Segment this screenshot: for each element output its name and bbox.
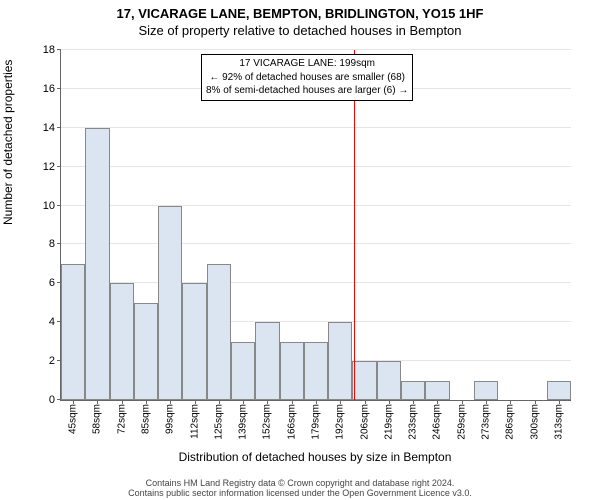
plot-area: 02468101214161845sqm58sqm72sqm85sqm99sqm… [60,50,571,401]
histogram-bar [304,342,328,400]
histogram-bar [377,361,401,400]
title-address: 17, VICARAGE LANE, BEMPTON, BRIDLINGTON,… [0,0,600,21]
histogram-bar [61,264,85,400]
histogram-bar [255,322,279,400]
histogram-bar [474,381,498,400]
histogram-bar [425,381,449,400]
xtick-label: 246sqm [432,400,443,440]
histogram-bar [182,283,206,400]
annotation-line3: 8% of semi-detached houses are larger (6… [206,84,408,98]
chart-container: 17, VICARAGE LANE, BEMPTON, BRIDLINGTON,… [0,0,600,500]
ytick-label: 12 [43,161,61,173]
xtick-label: 233sqm [408,400,419,440]
footer: Contains HM Land Registry data © Crown c… [0,478,600,498]
gridline [61,166,571,167]
annotation-line1: 17 VICARAGE LANE: 199sqm [206,57,408,71]
xtick-label: 166sqm [286,400,297,440]
xtick-label: 313sqm [553,400,564,440]
histogram-bar [280,342,304,400]
marker-line [354,50,355,400]
ytick-label: 10 [43,200,61,212]
histogram-bar [401,381,425,400]
footer-line1: Contains HM Land Registry data © Crown c… [0,478,600,488]
xtick-label: 152sqm [262,400,273,440]
ytick-label: 8 [49,238,61,250]
histogram-bar [547,381,571,400]
xtick-label: 273sqm [481,400,492,440]
histogram-bar [110,283,134,400]
xtick-label: 72sqm [116,400,127,434]
histogram-bar [231,342,255,400]
annotation-line2: ← 92% of detached houses are smaller (68… [206,71,408,85]
xtick-label: 192sqm [335,400,346,440]
gridline [61,127,571,128]
xtick-label: 99sqm [165,400,176,434]
xtick-label: 259sqm [456,400,467,440]
gridline [61,243,571,244]
xtick-label: 179sqm [311,400,322,440]
xtick-label: 139sqm [238,400,249,440]
histogram-bar [158,206,182,400]
annotation-box: 17 VICARAGE LANE: 199sqm ← 92% of detach… [201,54,413,101]
histogram-bar [134,303,158,400]
ytick-label: 4 [49,316,61,328]
xtick-label: 85sqm [141,400,152,434]
xtick-label: 112sqm [189,400,200,439]
histogram-bar [207,264,231,400]
xtick-label: 58sqm [92,400,103,434]
xtick-label: 45sqm [68,400,79,434]
x-axis-label: Distribution of detached houses by size … [60,450,570,464]
ytick-label: 2 [49,355,61,367]
xtick-label: 300sqm [529,400,540,440]
histogram-bar [352,361,376,400]
footer-line2: Contains public sector information licen… [0,488,600,498]
y-axis-label: Number of detached properties [1,60,15,225]
histogram-bar [328,322,352,400]
gridline [61,49,571,50]
gridline [61,282,571,283]
xtick-label: 125sqm [213,400,224,440]
xtick-label: 206sqm [359,400,370,440]
ytick-label: 14 [43,122,61,134]
title-subtitle: Size of property relative to detached ho… [0,21,600,38]
xtick-label: 286sqm [505,400,516,440]
ytick-label: 18 [43,44,61,56]
gridline [61,205,571,206]
ytick-label: 0 [49,394,61,406]
ytick-label: 6 [49,277,61,289]
ytick-label: 16 [43,83,61,95]
xtick-label: 219sqm [383,400,394,440]
histogram-bar [85,128,109,400]
